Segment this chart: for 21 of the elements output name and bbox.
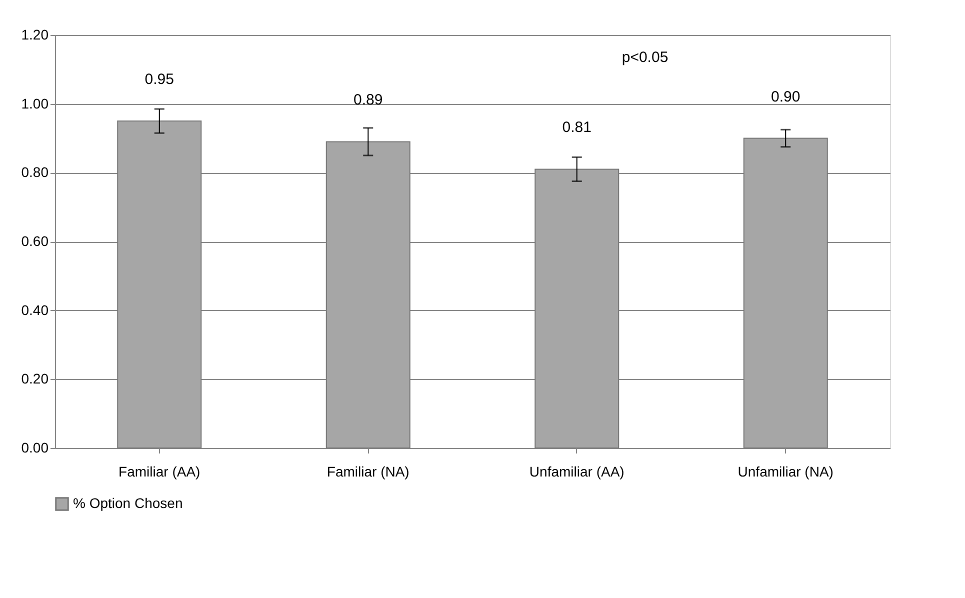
x-tick-label: Familiar (AA) — [118, 464, 200, 480]
y-tick-label: 0.40 — [21, 302, 49, 318]
x-tick-label: Familiar (NA) — [326, 464, 410, 480]
bar — [326, 141, 410, 448]
bar — [534, 168, 620, 448]
y-tick-label: 0.60 — [21, 233, 49, 249]
y-tick-label: 1.00 — [21, 95, 49, 112]
y-tick-label: 0.00 — [21, 440, 49, 456]
x-tick-label: Unfamiliar (AA) — [529, 464, 624, 480]
text: 0.90 — [771, 88, 800, 106]
bar — [743, 138, 828, 448]
text: 0.95 — [144, 71, 174, 88]
y-tick-label: 1.20 — [21, 26, 49, 42]
legend-label: % Option Chosen — [73, 495, 183, 511]
x-tick-label: Unfamiliar (NA) — [738, 464, 834, 480]
y-tick-label: 0.20 — [21, 370, 49, 387]
annotation: p<0.05 — [622, 49, 668, 66]
text: 0.81 — [562, 119, 592, 136]
text: 0.89 — [354, 92, 383, 109]
bar — [117, 120, 202, 448]
y-tick-label: 0.80 — [21, 164, 49, 180]
